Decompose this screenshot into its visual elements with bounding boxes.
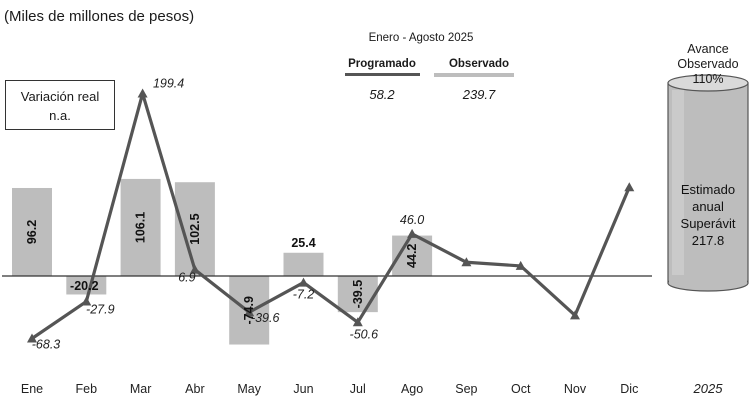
legend-programado-value: 58.2 bbox=[369, 87, 395, 102]
line-label-may: -39.6 bbox=[251, 311, 280, 325]
labels-layer: 96.2 -20.2 106.1 102.5 -74.9 25.4 -39.5 44.2 -68… bbox=[25, 77, 424, 352]
x-tick-nov: Nov bbox=[564, 382, 587, 396]
x-tick-ago: Ago bbox=[401, 382, 423, 396]
line-marker-may bbox=[244, 307, 255, 317]
legend-programado-swatch bbox=[345, 73, 420, 76]
line-marker-jun bbox=[298, 277, 309, 287]
x-tick-sep: Sep bbox=[455, 382, 477, 396]
avance-line2: Observado bbox=[677, 57, 739, 71]
legend-observado-label: Observado bbox=[448, 58, 510, 70]
x-tick-jul: Jul bbox=[350, 382, 366, 396]
line-marker-oct bbox=[515, 260, 526, 270]
units-label: (Miles de millones de pesos) bbox=[4, 8, 195, 25]
line-label-jul: -50.6 bbox=[350, 327, 379, 341]
x-tick-oct: Oct bbox=[511, 382, 531, 396]
bar-label-ago: 44.2 bbox=[405, 244, 419, 268]
legend-programado-label: Programado bbox=[348, 58, 416, 70]
estimado-line3: Superávit bbox=[680, 216, 736, 231]
bar-ene bbox=[12, 187, 52, 276]
bar-label-may: -74.9 bbox=[242, 296, 256, 325]
bar-feb bbox=[66, 276, 107, 295]
legend-observado-value: 239.7 bbox=[462, 87, 496, 102]
bar-label-ene: 96.2 bbox=[25, 220, 39, 244]
x-tick-dic: Dic bbox=[620, 382, 638, 396]
bar-label-feb: -20.2 bbox=[70, 279, 99, 293]
estimado-line1: Estimado bbox=[680, 182, 736, 197]
bar-label-mar: 106.1 bbox=[134, 212, 148, 243]
line-layer bbox=[27, 88, 635, 343]
line-label-abr: 6.9 bbox=[178, 271, 195, 285]
line-marker-ene bbox=[27, 333, 37, 343]
bar-label-jun: 25.4 bbox=[291, 236, 315, 250]
x-tick-abr: Abr bbox=[185, 382, 204, 396]
bar-jun bbox=[283, 252, 324, 276]
year-label: 2025 bbox=[693, 381, 724, 396]
line-label-ago: 46.0 bbox=[400, 213, 424, 227]
line-marker-sep bbox=[461, 257, 472, 267]
x-tick-feb: Feb bbox=[76, 382, 98, 396]
bar-label-jul: -39.5 bbox=[351, 280, 365, 309]
cylinder-graphic bbox=[667, 74, 749, 292]
estimado-value: 217.8 bbox=[691, 233, 725, 248]
line-marker-jul bbox=[352, 317, 363, 327]
x-tick-ene: Ene bbox=[21, 382, 43, 396]
variation-note-title: Variación real bbox=[20, 89, 100, 104]
legend-observado-swatch bbox=[434, 73, 514, 77]
line-marker-feb bbox=[81, 296, 92, 306]
legend-title: Enero - Agosto 2025 bbox=[368, 32, 474, 44]
avance-line1: Avance bbox=[687, 42, 729, 56]
bar-jul bbox=[337, 276, 378, 313]
bars-layer bbox=[12, 178, 433, 345]
line-label-mar: 199.4 bbox=[153, 77, 184, 91]
line-marker-abr bbox=[189, 264, 200, 274]
avance-pct: 110% bbox=[692, 72, 724, 86]
x-tick-may: May bbox=[237, 382, 261, 396]
line-label-ene: -68.3 bbox=[32, 337, 61, 351]
line-marker-dic bbox=[624, 182, 635, 192]
estimado-label: Estimado anual Superávit 217.8 bbox=[666, 181, 750, 249]
avance-label: Avance Observado 110% bbox=[662, 42, 754, 87]
variation-note-value: n.a. bbox=[49, 108, 71, 123]
x-tick-mar: Mar bbox=[130, 382, 152, 396]
estimado-line2: anual bbox=[692, 199, 724, 214]
line-label-feb: -27.9 bbox=[86, 303, 115, 317]
bar-mar bbox=[120, 178, 161, 276]
line-marker-mar bbox=[137, 88, 148, 98]
x-axis-ticks: Ene Feb Mar Abr May Jun Jul Ago Sep Oct Nov Dic bbox=[21, 382, 638, 396]
line-marker-ago bbox=[407, 228, 418, 238]
line-label-jun: -7.2 bbox=[293, 288, 315, 302]
line-marker-nov bbox=[570, 310, 580, 320]
variation-note-box: Variación real n.a. bbox=[5, 80, 115, 130]
programado-line bbox=[31, 91, 631, 340]
bar-label-abr: 102.5 bbox=[188, 213, 202, 244]
x-tick-jun: Jun bbox=[293, 382, 313, 396]
